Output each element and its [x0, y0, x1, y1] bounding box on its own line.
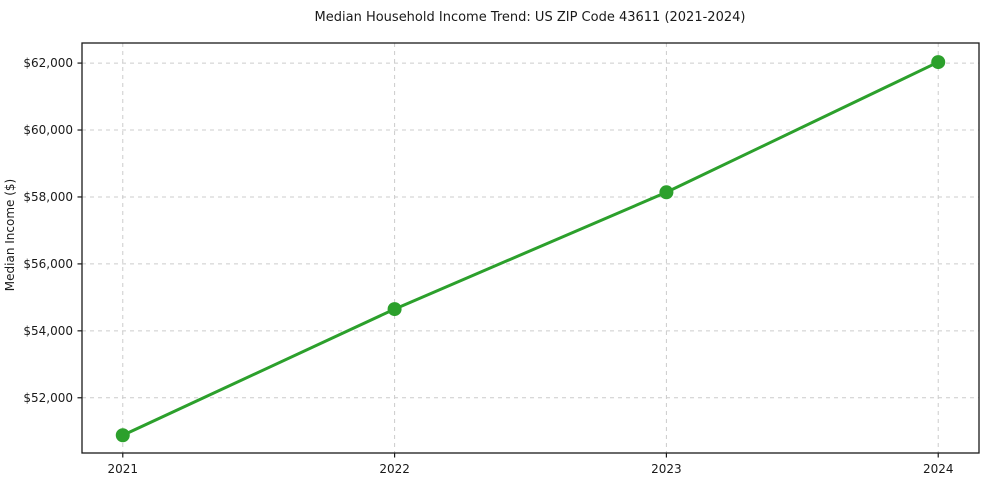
y-tick-label: $62,000: [23, 56, 73, 70]
trend-line: [121, 60, 940, 437]
x-tick-label: 2022: [379, 462, 410, 476]
x-tick-label: 2024: [923, 462, 954, 476]
y-tick-label: $58,000: [23, 190, 73, 204]
data-point-2021: [115, 428, 130, 443]
y-tick-label: $54,000: [23, 324, 73, 338]
y-tick-label: $52,000: [23, 391, 73, 405]
x-tick-label: 2023: [651, 462, 682, 476]
grid-layer: [82, 43, 979, 453]
tick-layer: 2021 2022 2023 2024 $52,000 $54,000 $56,000 $58…: [23, 56, 953, 476]
plot-border: [81, 42, 980, 454]
y-tick-label: $56,000: [23, 257, 73, 271]
chart-title: Median Household Income Trend: US ZIP Co…: [315, 10, 746, 25]
data-series-layer: [115, 55, 946, 443]
y-axis-label: Median Income ($): [3, 179, 17, 291]
y-tick-label: $60,000: [23, 123, 73, 137]
data-point-2023: [659, 185, 674, 200]
data-point-2024: [931, 55, 946, 70]
data-point-2022: [387, 302, 402, 317]
x-tick-label: 2021: [107, 462, 138, 476]
